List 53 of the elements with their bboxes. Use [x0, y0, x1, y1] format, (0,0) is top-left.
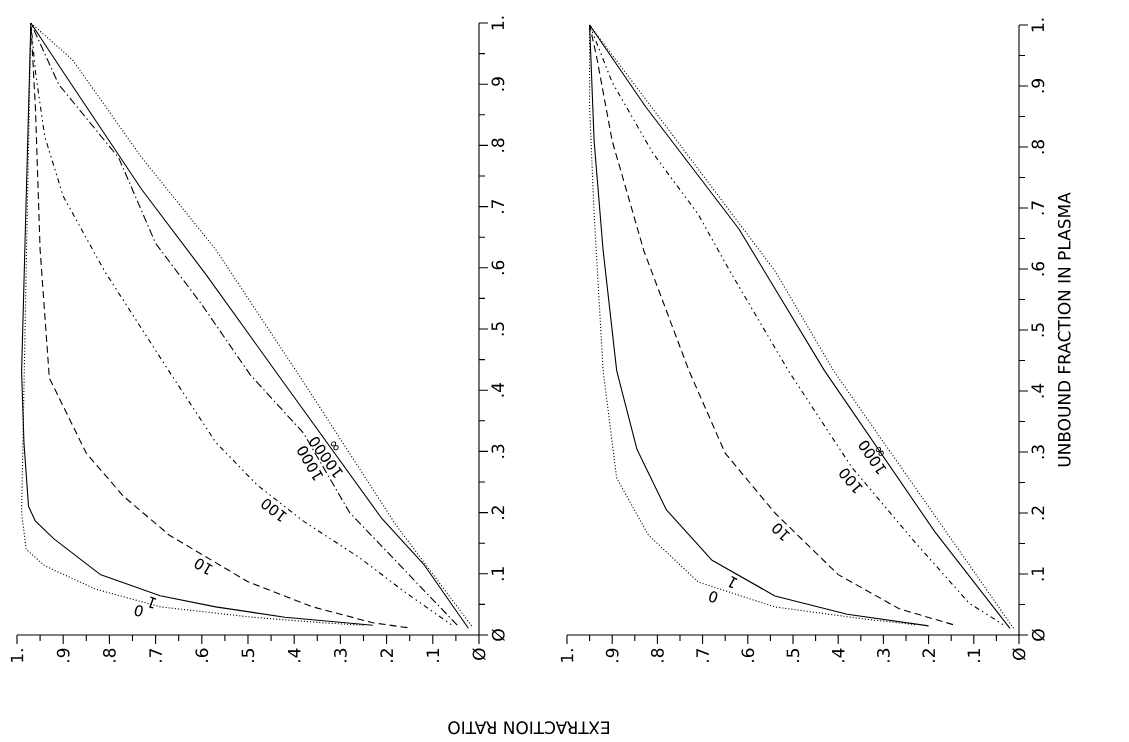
x-tick-label: .2: [380, 649, 393, 662]
y-tick-label: .7: [491, 199, 504, 213]
text: 1: [149, 596, 157, 609]
text: 10: [772, 523, 791, 541]
text: 10: [194, 558, 213, 575]
y-tick-label: .6: [1031, 261, 1045, 276]
x-axis-title: EXTRACTION RATIO: [448, 721, 610, 735]
x-tick-label: .9: [605, 648, 619, 662]
y-tick-label: Ø: [1031, 629, 1045, 641]
y-tick-label: .1: [491, 567, 504, 581]
y-tick-label: Ø: [491, 629, 505, 641]
x-tick-label: 1.: [560, 649, 574, 662]
x-tick-label: .7: [149, 648, 162, 662]
y-tick-label: .8: [1031, 140, 1045, 154]
x-tick-label: .4: [832, 648, 845, 662]
text: 0: [709, 591, 718, 603]
x-tick-label: .9: [56, 648, 70, 662]
y-tick-label: .2: [1031, 506, 1045, 520]
y-tick-label: .8: [491, 138, 505, 152]
x-tick-label: Ø: [1012, 648, 1026, 661]
y-tick-label: .7: [1031, 201, 1044, 215]
y-tick-label: .3: [491, 444, 505, 458]
x-tick-label: .5: [241, 648, 255, 662]
x-tick-label: .3: [876, 648, 890, 662]
y-tick-label: .9: [491, 77, 505, 91]
x-tick-label: Ø: [472, 648, 486, 660]
text: 1: [728, 576, 738, 589]
x-tick-label: .1: [967, 649, 980, 662]
x-tick-label: .6: [195, 648, 209, 662]
y-tick-label: 1.: [1031, 18, 1044, 32]
y-tick-label: .5: [1031, 323, 1045, 337]
x-tick-label: .5: [786, 649, 800, 662]
x-tick-label: .3: [333, 648, 347, 662]
y-tick-label: 1.: [491, 16, 504, 30]
x-tick-label: .8: [102, 648, 116, 662]
text: 100: [261, 499, 287, 522]
y-tick-label: .4: [1031, 383, 1044, 398]
y-tick-label: .6: [491, 260, 505, 275]
y-tick-label: .4: [491, 383, 504, 397]
y-tick-label: .9: [1031, 79, 1045, 93]
x-tick-label: .7: [696, 648, 709, 662]
x-tick-label: 1.: [10, 649, 24, 662]
y-tick-label: .1: [1031, 567, 1044, 581]
x-tick-label: .8: [650, 648, 664, 662]
y-tick-label: .3: [1031, 445, 1045, 459]
x-tick-label: .4: [288, 648, 301, 662]
x-tick-label: .6: [741, 648, 755, 662]
y-axis-title: UNBOUND FRACTION IN PLASMA: [1057, 192, 1071, 467]
y-tick-label: .5: [491, 322, 505, 336]
x-tick-label: .1: [426, 649, 439, 662]
x-tick-label: .2: [922, 649, 935, 662]
y-tick-label: .2: [491, 506, 505, 519]
text: 0: [134, 605, 143, 617]
